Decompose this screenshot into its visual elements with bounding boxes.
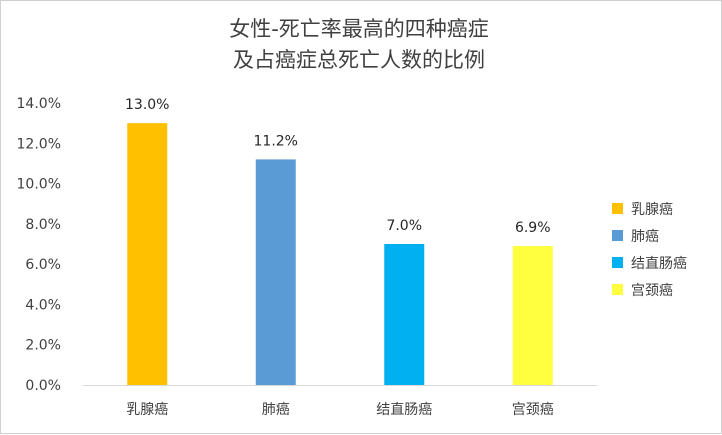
y-tick-label: 8.0% xyxy=(25,217,61,233)
legend-swatch xyxy=(612,230,623,241)
x-axis: 乳腺癌 肺癌 结直肠癌 宫颈癌 xyxy=(83,385,597,418)
chart-title-line-1: 女性-死亡率最高的四种癌症 xyxy=(229,17,489,41)
category-label: 宫颈癌 xyxy=(512,402,554,418)
legend-swatch xyxy=(612,203,623,214)
y-tick-label: 2.0% xyxy=(25,338,61,354)
legend-label: 肺癌 xyxy=(631,229,659,245)
legend-label: 乳腺癌 xyxy=(631,202,673,218)
y-tick-label: 10.0% xyxy=(17,177,61,193)
data-label: 6.9% xyxy=(515,220,551,236)
y-tick-label: 4.0% xyxy=(25,297,61,313)
y-tick-label: 14.0% xyxy=(17,96,61,112)
category-label: 肺癌 xyxy=(262,402,290,418)
data-label: 13.0% xyxy=(125,97,169,113)
data-label: 11.2% xyxy=(254,133,298,149)
legend-label: 结直肠癌 xyxy=(631,255,687,272)
y-tick-label: 0.0% xyxy=(25,378,61,394)
y-axis: 0.0% 2.0% 4.0% 6.0% 8.0% 10.0% 12.0% 14.0% xyxy=(17,96,61,394)
bar xyxy=(255,159,296,385)
data-label: 7.0% xyxy=(386,218,422,234)
category-label: 结直肠癌 xyxy=(376,401,432,418)
bars: 13.0% 11.2% 7.0% 6.9% xyxy=(125,97,553,386)
category-label: 乳腺癌 xyxy=(126,402,168,418)
legend-swatch xyxy=(612,284,623,295)
legend-label: 宫颈癌 xyxy=(631,283,673,299)
bar xyxy=(512,246,553,385)
y-tick-label: 6.0% xyxy=(25,257,61,273)
bar xyxy=(127,123,168,386)
bar xyxy=(384,244,425,385)
legend-swatch xyxy=(612,257,623,268)
y-tick-label: 12.0% xyxy=(17,136,61,152)
chart-title-line-2: 及占癌症总死亡人数的比例 xyxy=(233,48,485,72)
